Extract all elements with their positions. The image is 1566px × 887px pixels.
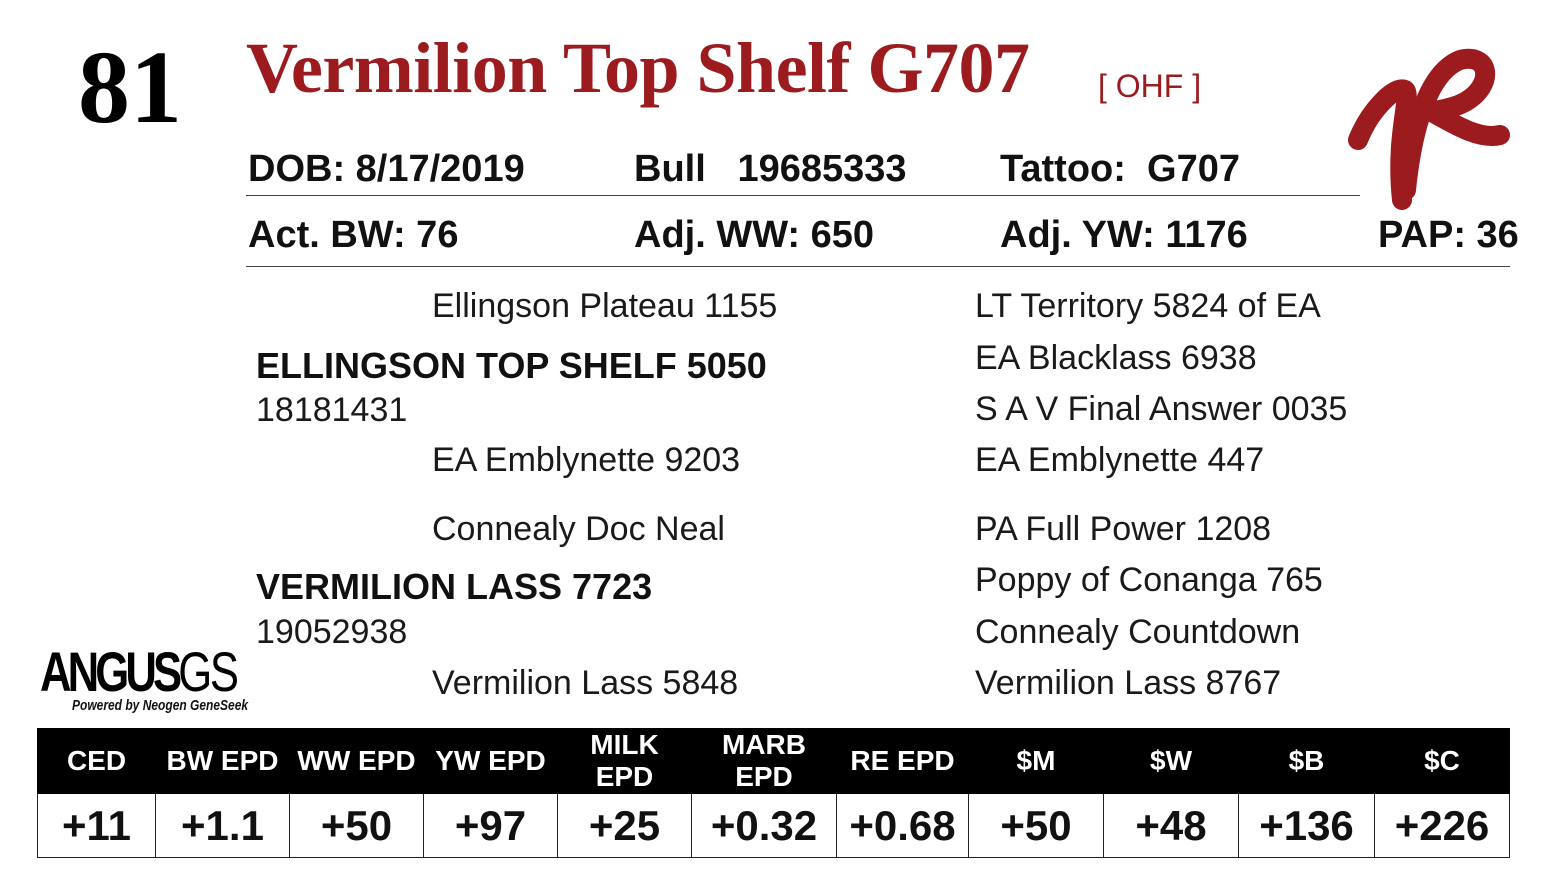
weaning-weight-field: Adj. WW: 650 bbox=[634, 214, 874, 256]
dob-field: DOB: 8/17/2019 bbox=[248, 148, 525, 190]
registration-field: Bull 19685333 bbox=[634, 148, 907, 190]
sire-dam: EA Emblynette 9203 bbox=[432, 441, 741, 479]
angus-gs-logo: ANGUSGS bbox=[40, 644, 239, 700]
epd-value-row: +11 +1.1 +50 +97 +25 +0.32 +0.68 +50 +48… bbox=[37, 793, 1510, 858]
sire-dam-sire: S A V Final Answer 0035 bbox=[975, 390, 1348, 428]
epd-header-ww: WW EPD bbox=[289, 728, 424, 794]
epd-value-m: +50 bbox=[968, 793, 1104, 858]
epd-value-b: +136 bbox=[1238, 793, 1375, 858]
epd-header-milk: MILK EPD bbox=[557, 728, 692, 794]
epd-value-milk: +25 bbox=[557, 793, 692, 858]
birth-weight-field: Act. BW: 76 bbox=[248, 214, 459, 256]
epd-header-marb: MARB EPD bbox=[691, 728, 837, 794]
epd-value-bw: +1.1 bbox=[155, 793, 290, 858]
epd-header-bw: BW EPD bbox=[155, 728, 290, 794]
yearling-weight-field: Adj. YW: 1176 bbox=[1000, 214, 1248, 256]
epd-value-ww: +50 bbox=[289, 793, 424, 858]
epd-value-c: +226 bbox=[1374, 793, 1510, 858]
tag-label: [ OHF ] bbox=[1098, 68, 1202, 104]
sire-sire: Ellingson Plateau 1155 bbox=[432, 287, 778, 325]
epd-header-b: $B bbox=[1238, 728, 1375, 794]
epd-header-row: CED BW EPD WW EPD YW EPD MILK EPD MARB E… bbox=[37, 728, 1510, 794]
logo-main: ANGUS bbox=[40, 640, 182, 703]
animal-name: Vermilion Top Shelf G707 bbox=[246, 28, 1030, 108]
logo-suffix: GS bbox=[178, 640, 239, 703]
pap-field: PAP: 36 bbox=[1378, 214, 1519, 256]
epd-value-re: +0.68 bbox=[836, 793, 969, 858]
dam-sire-dam: Poppy of Conanga 765 bbox=[975, 561, 1323, 599]
epd-header-yw: YW EPD bbox=[423, 728, 558, 794]
epd-table: CED BW EPD WW EPD YW EPD MILK EPD MARB E… bbox=[37, 728, 1510, 858]
epd-header-w: $W bbox=[1103, 728, 1239, 794]
sire-registration: 18181431 bbox=[256, 391, 408, 429]
dam-registration: 19052938 bbox=[256, 613, 408, 651]
epd-value-yw: +97 bbox=[423, 793, 558, 858]
divider-2 bbox=[246, 266, 1510, 267]
dam-dam: Vermilion Lass 5848 bbox=[432, 664, 739, 702]
epd-header-ced: CED bbox=[37, 728, 156, 794]
sire-dam-dam: EA Emblynette 447 bbox=[975, 441, 1265, 479]
dam-sire-sire: PA Full Power 1208 bbox=[975, 510, 1272, 548]
tattoo-field: Tattoo: G707 bbox=[1000, 148, 1240, 190]
powered-by-label: Powered by Neogen GeneSeek bbox=[72, 697, 249, 714]
sire-name: ELLINGSON TOP SHELF 5050 bbox=[256, 345, 767, 386]
dam-dam-sire: Connealy Countdown bbox=[975, 613, 1301, 651]
epd-value-w: +48 bbox=[1103, 793, 1239, 858]
epd-header-re: RE EPD bbox=[836, 728, 969, 794]
epd-header-c: $C bbox=[1374, 728, 1510, 794]
epd-header-m: $M bbox=[968, 728, 1104, 794]
dam-sire: Connealy Doc Neal bbox=[432, 510, 725, 548]
lot-number: 81 bbox=[78, 30, 182, 145]
epd-value-marb: +0.32 bbox=[691, 793, 837, 858]
sire-sire-sire: LT Territory 5824 of EA bbox=[975, 287, 1321, 325]
epd-value-ced: +11 bbox=[37, 793, 156, 858]
vr-brand-icon bbox=[1348, 48, 1510, 210]
dam-dam-dam: Vermilion Lass 8767 bbox=[975, 664, 1282, 702]
divider-1 bbox=[246, 195, 1360, 196]
sire-sire-dam: EA Blacklass 6938 bbox=[975, 339, 1257, 377]
dam-name: VERMILION LASS 7723 bbox=[256, 566, 653, 607]
